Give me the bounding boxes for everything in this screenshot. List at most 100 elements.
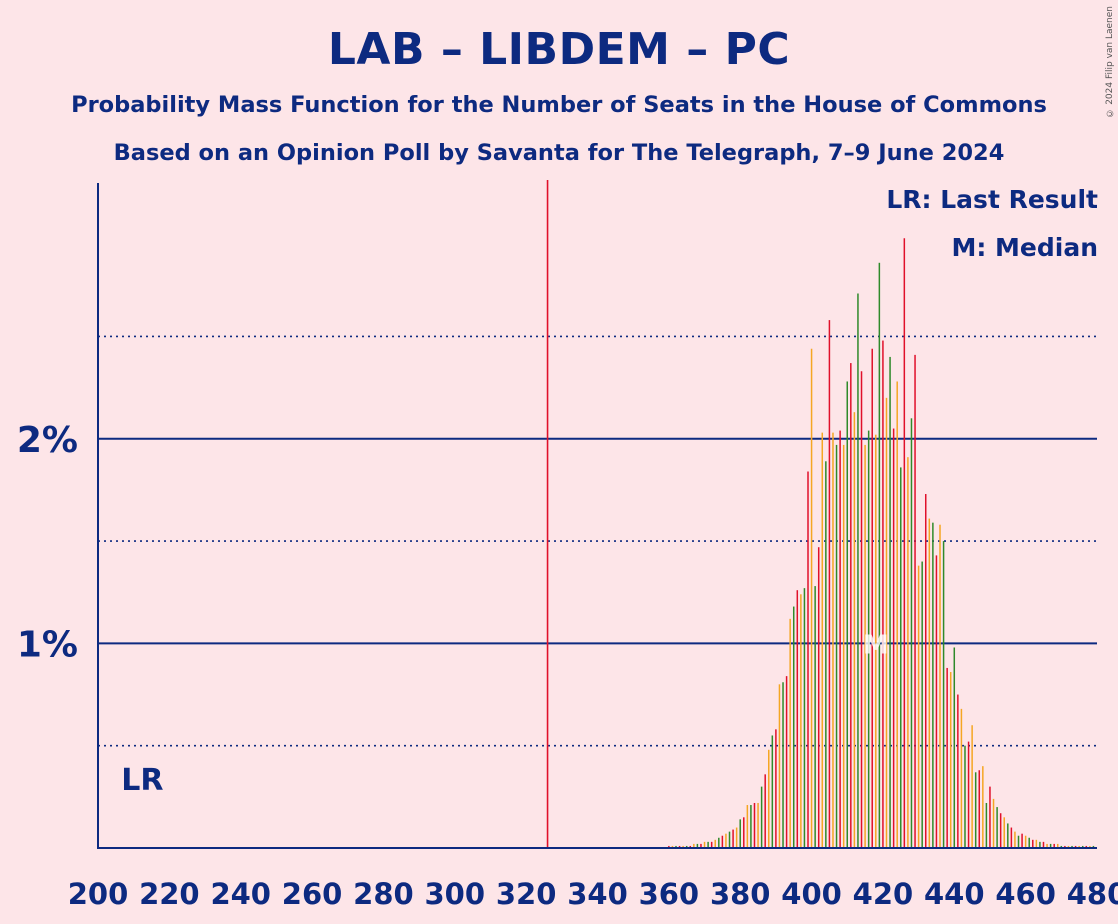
x-tick-label: 240 — [210, 877, 271, 911]
bar — [996, 807, 998, 848]
bar — [707, 841, 709, 848]
bars — [668, 238, 1095, 849]
bar — [1014, 831, 1016, 848]
x-tick-label: 400 — [781, 877, 842, 911]
bar — [903, 238, 906, 848]
bar — [714, 839, 716, 848]
bar — [725, 833, 727, 848]
bar — [764, 774, 766, 848]
bar — [914, 354, 916, 848]
bar — [1007, 823, 1009, 848]
bar — [949, 672, 952, 848]
bar — [892, 428, 895, 848]
bar — [846, 381, 848, 848]
bar — [1067, 845, 1070, 848]
bar — [885, 397, 888, 848]
bar — [1024, 835, 1027, 848]
bar — [921, 561, 923, 848]
x-tick-label: 440 — [924, 877, 985, 911]
bar — [1028, 837, 1030, 848]
bar — [710, 841, 713, 848]
overlay: LR M — [121, 180, 889, 848]
bar — [1057, 843, 1059, 848]
bar — [800, 594, 802, 848]
bar — [978, 770, 981, 848]
bar — [782, 682, 784, 848]
gridlines — [98, 335, 1097, 747]
bar — [778, 684, 781, 848]
x-tick-label: 360 — [639, 877, 700, 911]
bar — [675, 845, 677, 848]
bar — [850, 363, 852, 848]
bar — [825, 461, 827, 848]
bar — [1081, 845, 1084, 848]
bar — [796, 590, 799, 848]
bar — [728, 831, 731, 848]
bar — [789, 618, 791, 848]
bar — [946, 667, 948, 848]
bar — [1003, 817, 1005, 848]
x-tick-label: 320 — [496, 877, 557, 911]
bar — [982, 766, 984, 848]
bar — [1078, 845, 1080, 848]
bar — [1074, 845, 1077, 848]
bar — [750, 805, 752, 848]
bar — [721, 835, 724, 848]
bar — [792, 606, 795, 848]
bar — [739, 819, 741, 848]
bar — [999, 813, 1002, 848]
bar — [753, 802, 756, 848]
bar — [1046, 843, 1048, 848]
bar — [957, 694, 959, 848]
bar — [1060, 845, 1063, 848]
bar — [700, 843, 702, 848]
bar — [860, 371, 863, 848]
bar — [842, 444, 845, 848]
bar — [1035, 839, 1038, 848]
chart-subtitle: Probability Mass Function for the Number… — [71, 92, 1047, 118]
x-tick-label: 200 — [68, 877, 129, 911]
median-marker: M — [863, 630, 889, 660]
bar — [689, 845, 692, 848]
bar — [746, 805, 749, 848]
bar — [935, 555, 938, 848]
bar — [814, 586, 816, 848]
bar — [668, 845, 670, 848]
bar — [682, 845, 684, 848]
bar — [896, 381, 898, 848]
bar — [1042, 841, 1045, 848]
bar — [696, 843, 699, 848]
bar — [985, 802, 988, 848]
bar — [917, 565, 920, 848]
x-tick-label: 460 — [995, 877, 1056, 911]
bar — [1039, 841, 1041, 848]
bar — [932, 522, 934, 848]
bar — [907, 457, 909, 848]
bar — [807, 471, 809, 848]
bar — [821, 432, 824, 848]
bar — [1010, 827, 1013, 848]
legend-last-result: LR: Last Result — [886, 185, 1098, 214]
x-tick-label: 300 — [425, 877, 486, 911]
bar — [942, 541, 945, 848]
bar — [757, 802, 759, 848]
bar — [1049, 843, 1052, 848]
bar — [1085, 845, 1088, 848]
bar — [735, 827, 738, 848]
bar — [1089, 845, 1091, 848]
bar — [964, 745, 966, 848]
bar — [839, 430, 841, 848]
bar — [960, 708, 963, 848]
legend-median: M: Median — [951, 233, 1098, 262]
y-tick-label: 2% — [17, 420, 78, 461]
y-tick-label: 1% — [17, 624, 78, 665]
bar — [867, 430, 870, 848]
bar — [878, 262, 881, 848]
bar — [910, 418, 913, 848]
bar — [803, 588, 806, 848]
bar — [1032, 839, 1034, 848]
bar — [743, 817, 745, 848]
x-tick-label: 220 — [139, 877, 200, 911]
bar — [760, 786, 763, 848]
